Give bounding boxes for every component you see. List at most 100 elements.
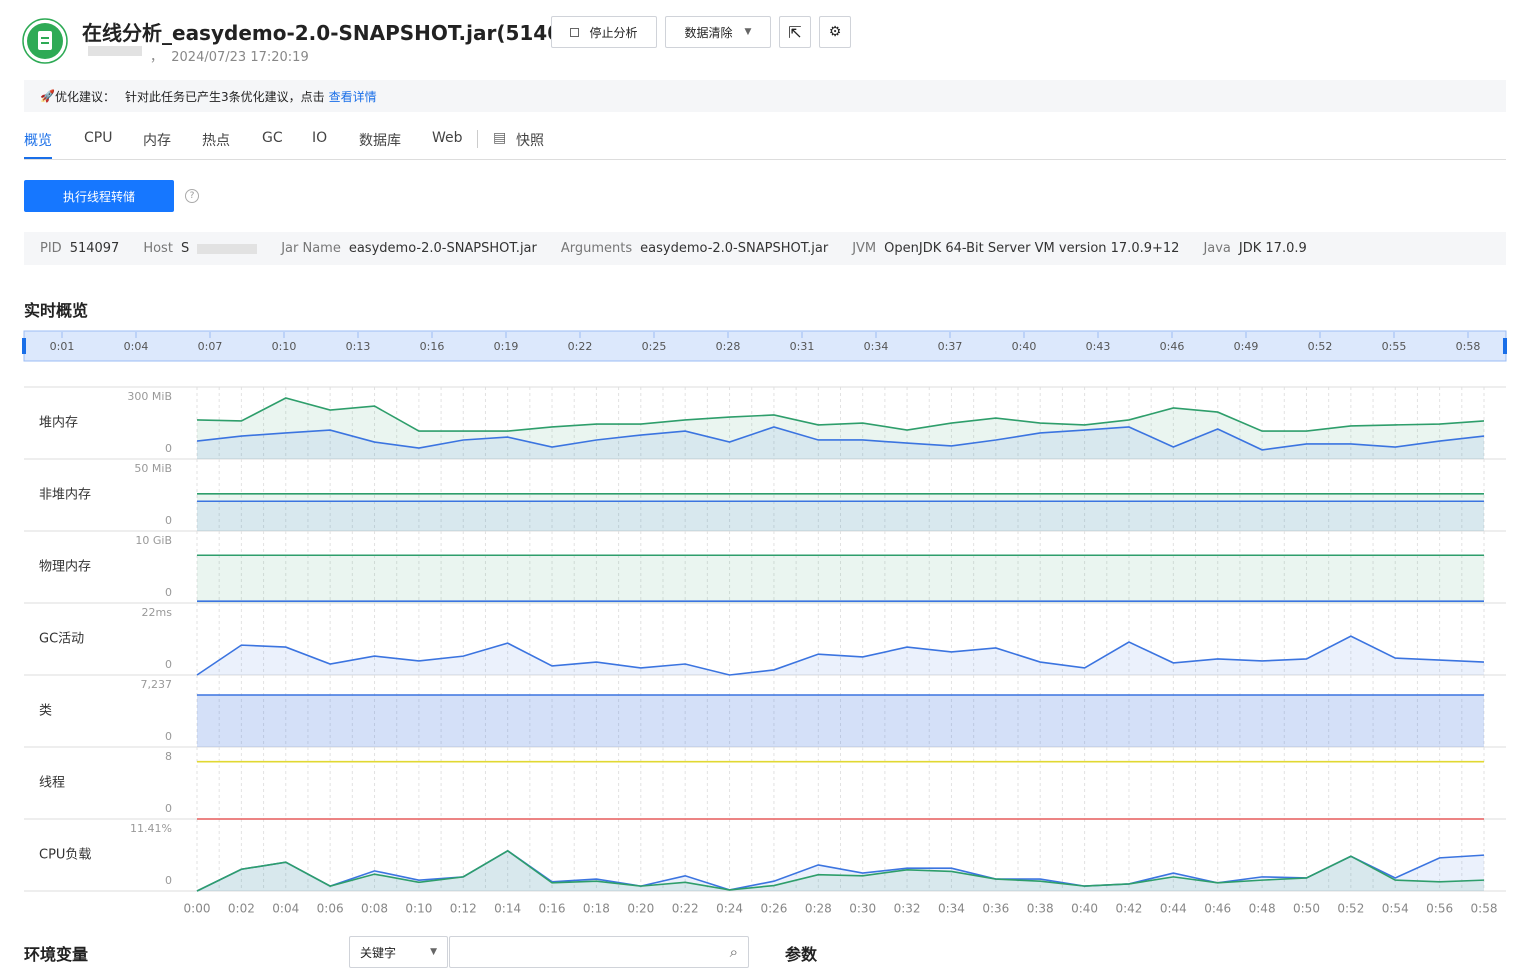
x-tick-label: 0:10 [405, 902, 432, 916]
x-tick-label: 0:52 [1337, 902, 1364, 916]
timeline-label: 0:10 [272, 340, 297, 353]
y-tick-label: 0 [165, 802, 172, 815]
y-tick-label: 300 MiB [127, 390, 172, 403]
area [197, 501, 1484, 531]
panel-label: GC活动 [39, 632, 84, 647]
x-tick-label: 0:20 [627, 902, 654, 916]
x-tick-label: 0:22 [672, 902, 699, 916]
timeline-handle [22, 338, 26, 354]
tab[interactable]: GC [262, 130, 283, 146]
timeline-label: 0:28 [716, 340, 741, 353]
tab[interactable]: 热点 [202, 133, 230, 149]
tab[interactable]: CPU [84, 130, 113, 146]
clear-button[interactable]: 数据清除 ▼ [665, 16, 771, 48]
area [197, 426, 1484, 459]
tip-text: 针对此任务已产生3条优化建议，点击 [124, 89, 325, 104]
info-value: JDK 17.0.9 [1238, 241, 1307, 256]
info-key: JVM [852, 241, 877, 256]
x-tick-label: 0:08 [361, 902, 388, 916]
help-icon[interactable]: ? [185, 189, 199, 203]
x-tick-label: 0:50 [1293, 902, 1320, 916]
timeline-label: 0:40 [1012, 340, 1037, 353]
x-tick-label: 0:26 [760, 902, 787, 916]
x-tick-label: 0:00 [184, 902, 211, 916]
area [197, 850, 1484, 891]
params-title: 参数 [785, 945, 818, 964]
tab[interactable]: Web [432, 130, 463, 146]
y-tick-label: 11.41% [130, 822, 172, 835]
x-tick-label: 0:32 [894, 902, 921, 916]
title: 在线分析_easydemo-2.0-SNAPSHOT.jar(514097) [82, 21, 599, 45]
panel-label: 物理内存 [39, 559, 91, 575]
x-tick-label: 0:38 [1027, 902, 1054, 916]
tab[interactable]: 数据库 [359, 133, 401, 149]
tip-link[interactable]: 查看详情 [328, 89, 377, 104]
tab-line [24, 159, 1506, 160]
y-tick-label: 0 [165, 442, 172, 455]
open-button[interactable]: ⇱ [779, 16, 811, 48]
x-tick-label: 0:40 [1071, 902, 1098, 916]
x-tick-label: 0:30 [849, 902, 876, 916]
info-value: easydemo-2.0-SNAPSHOT.jar [348, 241, 537, 256]
tab-separator [477, 130, 478, 148]
timeline-bar [23, 330, 1507, 362]
x-tick-label: 0:54 [1382, 902, 1409, 916]
stop-button[interactable]: 停止分析 [551, 16, 657, 48]
tab[interactable]: IO [312, 130, 328, 146]
info-key: Java [1203, 241, 1231, 256]
tip-label: 优化建议： [54, 89, 115, 104]
x-tick-label: 0:44 [1160, 902, 1187, 916]
y-tick-label: 0 [165, 514, 172, 527]
timeline-label: 0:43 [1086, 340, 1111, 353]
x-tick-label: 0:18 [583, 902, 610, 916]
search-input[interactable]: ⌕ [449, 936, 749, 968]
area [197, 555, 1484, 603]
info-value: S [180, 241, 190, 256]
env-title: 环境变量 [24, 945, 89, 964]
snapshot-icon: ▤ [493, 130, 507, 146]
tab[interactable]: 内存 [143, 133, 171, 149]
x-tick-label: 0:06 [317, 902, 344, 916]
x-tick-label: 0:28 [805, 902, 832, 916]
info-value: easydemo-2.0-SNAPSHOT.jar [640, 241, 829, 256]
x-tick-label: 0:12 [450, 902, 477, 916]
timeline-label: 0:13 [346, 340, 371, 353]
area [197, 850, 1484, 891]
timeline-label: 0:34 [864, 340, 889, 353]
area [197, 493, 1484, 531]
y-tick-label: 50 MiB [134, 462, 172, 475]
timeline-label: 0:55 [1382, 340, 1407, 353]
blurred-host [197, 243, 258, 254]
timeline-label: 0:25 [642, 340, 667, 353]
stop-label: 停止分析 [589, 25, 638, 40]
series-line [196, 397, 1485, 432]
x-tick-label: 0:02 [228, 902, 255, 916]
timeline-label: 0:37 [938, 340, 963, 353]
tab-indicator [24, 157, 52, 159]
series-line [196, 849, 1485, 892]
x-tick-label: 0:42 [1115, 902, 1142, 916]
series-line [196, 849, 1485, 892]
blurred-user [88, 46, 142, 56]
dump-button[interactable]: 执行线程转储 [24, 180, 174, 212]
tip-bar: 🚀 优化建议： 针对此任务已产生3条优化建议，点击 查看详情 [24, 80, 1506, 112]
snapshot-tab[interactable]: 快照 [516, 133, 544, 149]
x-tick-label: 0:14 [494, 902, 521, 916]
settings-button[interactable]: ⚙ [819, 16, 851, 48]
panel-label: 类 [39, 704, 52, 719]
timeline-label: 0:16 [420, 340, 445, 353]
keyword-select[interactable]: 关键字 ▼ [349, 936, 448, 968]
timeline-label: 0:58 [1456, 340, 1481, 353]
y-tick-label: 0 [165, 586, 172, 599]
y-tick-label: 7,237 [141, 678, 173, 691]
y-tick-label: 0 [165, 730, 172, 743]
x-tick-label: 0:16 [539, 902, 566, 916]
tab[interactable]: 概览 [24, 133, 52, 149]
y-tick-label: 22ms [142, 606, 173, 619]
x-tick-label: 0:36 [982, 902, 1009, 916]
info-value: 514097 [69, 241, 120, 256]
panel-label: 非堆内存 [39, 487, 91, 503]
app-icon [22, 18, 68, 64]
x-tick-label: 0:34 [938, 902, 965, 916]
